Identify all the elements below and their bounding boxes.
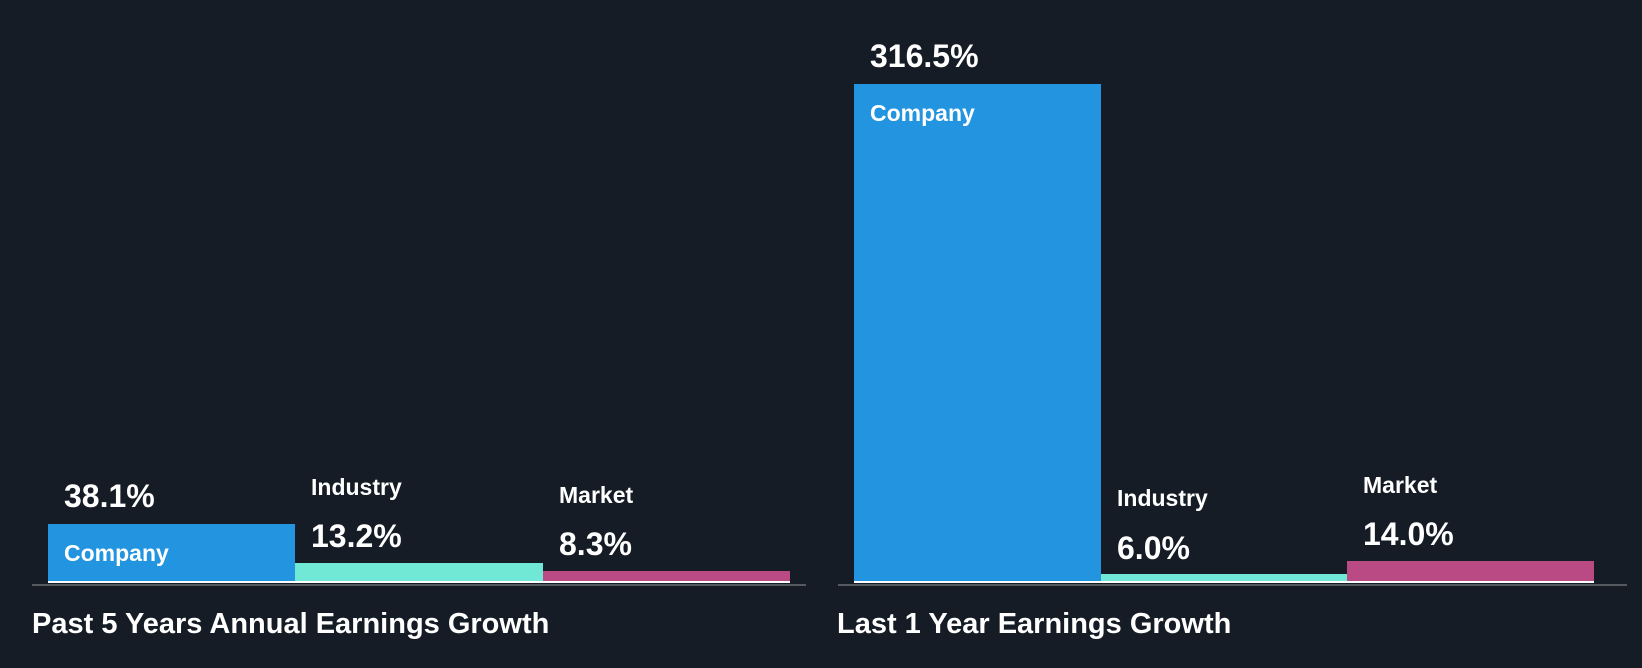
value-industry: 6.0% [1117,530,1190,566]
axis-baseline [838,584,1627,586]
label-market: Market [559,482,634,508]
value-industry: 13.2% [311,518,402,554]
label-market: Market [1363,472,1438,498]
chart-past-5-years: 38.1% Company Industry 13.2% Market 8.3%… [32,474,806,640]
label-industry: Industry [311,474,402,500]
axis-baseline [32,584,806,586]
label-industry: Industry [1117,485,1208,511]
bar-company [854,84,1101,583]
bar-market [1347,561,1594,583]
value-company: 316.5% [870,38,979,74]
bar-base-line [854,581,1594,583]
bar-industry [1101,574,1347,583]
chart-last-1-year: 316.5% Company Industry 6.0% Market 14.0… [821,0,1642,668]
value-company: 38.1% [64,478,155,514]
bar-base-line [48,581,790,583]
chart-title: Past 5 Years Annual Earnings Growth [32,608,550,640]
bar-market [543,571,790,583]
value-market: 8.3% [559,526,632,562]
label-company: Company [870,100,975,126]
bar-industry [295,563,543,583]
chart-title: Last 1 Year Earnings Growth [837,608,1232,640]
value-market: 14.0% [1363,516,1454,552]
label-company: Company [64,540,169,566]
bar-company [48,524,295,583]
